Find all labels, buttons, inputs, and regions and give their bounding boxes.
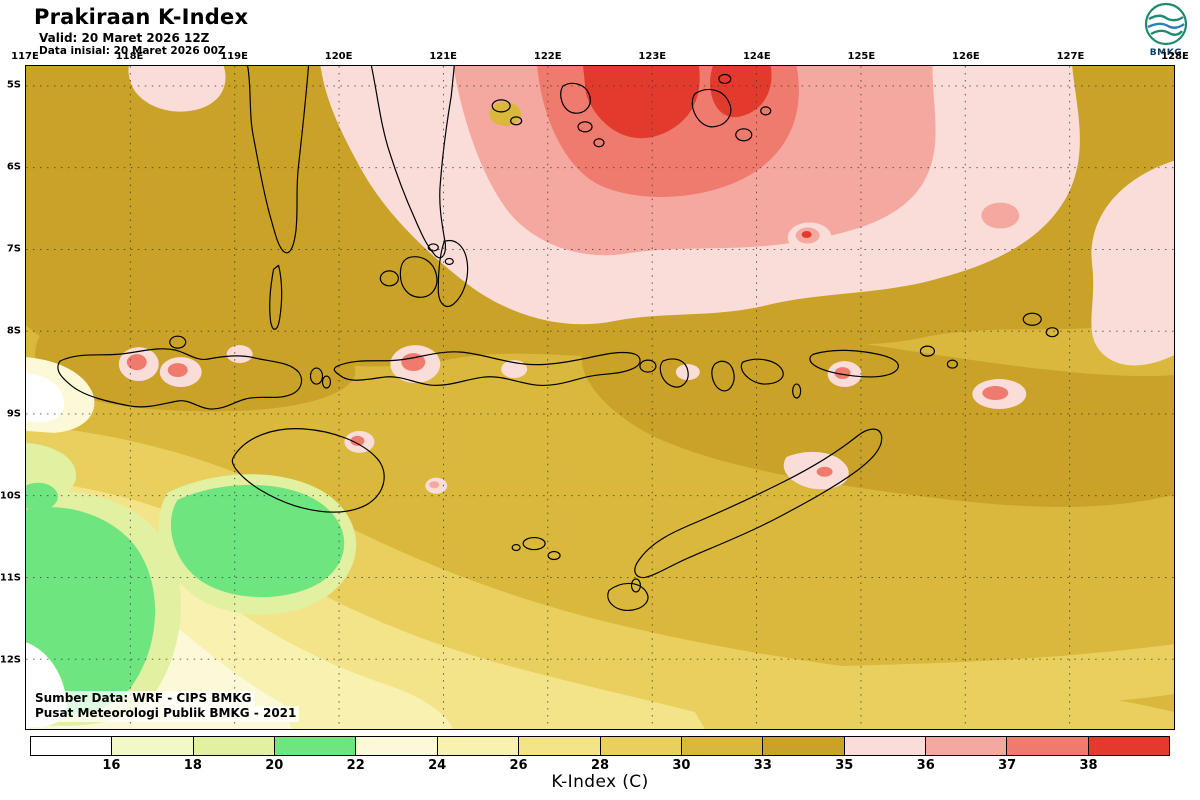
colorbar-ticks: 16 18 20 22 24 26 28 30 33 35 36 37 38 — [30, 758, 1170, 773]
lon-axis: 117E 118E 119E 120E 121E 122E 123E 124E 125E 126E… — [0, 51, 1200, 63]
colorbar-segment — [31, 737, 113, 755]
colorbar-tick: 30 — [672, 758, 691, 773]
colorbar-tick: 37 — [998, 758, 1017, 773]
lat-label: 6S — [6, 161, 21, 173]
coastlines — [57, 66, 1059, 611]
colorbar-segment — [112, 737, 194, 755]
colorbar-segment — [600, 737, 682, 755]
attribution-line-1: Sumber Data: WRF - CIPS BMKG — [32, 690, 255, 707]
lat-label: 7S — [6, 243, 21, 255]
bmkg-logo-icon — [1144, 2, 1188, 46]
lat-label: 9S — [6, 408, 21, 420]
colorbar-tick: 35 — [835, 758, 854, 773]
lat-label: 12S — [0, 654, 21, 666]
colorbar-tick: 22 — [346, 758, 365, 773]
lon-label: 120E — [324, 51, 353, 62]
bmkg-logo: BMKG — [1140, 2, 1192, 58]
colorbar-segment — [1088, 737, 1170, 755]
lon-label: 117E — [11, 51, 39, 62]
colorbar-segment — [925, 737, 1008, 755]
colorbar-tick: 16 — [102, 758, 121, 773]
lon-label: 119E — [220, 51, 248, 62]
lon-label: 128E — [1161, 51, 1189, 62]
colorbar-segment — [763, 737, 845, 755]
initial-time-label: Data inisial: 20 Maret 2026 00Z — [39, 45, 226, 57]
k-index-map — [26, 66, 1174, 729]
lat-label: 11S — [0, 572, 21, 584]
colorbar-segment — [844, 737, 926, 755]
lon-label: 122E — [533, 51, 562, 62]
lon-label: 118E — [115, 51, 144, 62]
colorbar-tick: 33 — [753, 758, 772, 773]
colorbar-segment — [1007, 737, 1089, 755]
attribution-line-2: Pusat Meteorologi Publik BMKG - 2021 — [32, 706, 300, 722]
attribution: Sumber Data: WRF - CIPS BMKG Pusat Meteo… — [32, 690, 300, 722]
valid-time-label: Valid: 20 Maret 2026 12Z — [39, 31, 210, 45]
colorbar-segment — [681, 737, 764, 755]
bmkg-logo-label: BMKG — [1149, 48, 1183, 58]
colorbar-segment — [519, 737, 601, 755]
colorbar-tick: 20 — [265, 758, 284, 773]
colorbar-tick: 24 — [428, 758, 447, 773]
lat-label: 10S — [0, 490, 21, 502]
colorbar-segment — [437, 737, 520, 755]
page-title: Prakiraan K-Index — [34, 5, 249, 29]
lon-label: 127E — [1056, 51, 1085, 62]
colorbar-segment — [275, 737, 357, 755]
colorbar-tick: 18 — [183, 758, 202, 773]
lon-label: 125E — [847, 51, 876, 62]
lat-axis: 5S 6S 7S 8S 9S 10S 11S 12S — [0, 0, 23, 800]
lon-label: 124E — [742, 51, 771, 62]
colorbar — [30, 736, 1170, 756]
lon-label: 121E — [429, 51, 458, 62]
colorbar-segment — [193, 737, 276, 755]
lat-label: 5S — [6, 79, 21, 91]
colorbar-title: K-Index (C) — [551, 772, 649, 792]
colorbar-tick: 36 — [916, 758, 935, 773]
colorbar-segment — [356, 737, 438, 755]
colorbar-tick: 28 — [590, 758, 610, 773]
colorbar-tick: 26 — [509, 758, 528, 773]
lat-label: 8S — [6, 325, 21, 337]
graticule — [26, 66, 1174, 729]
colorbar-tick: 38 — [1079, 758, 1098, 773]
lon-label: 123E — [638, 51, 667, 62]
lon-label: 126E — [952, 51, 980, 62]
map-frame: Sumber Data: WRF - CIPS BMKG Pusat Meteo… — [25, 65, 1175, 730]
